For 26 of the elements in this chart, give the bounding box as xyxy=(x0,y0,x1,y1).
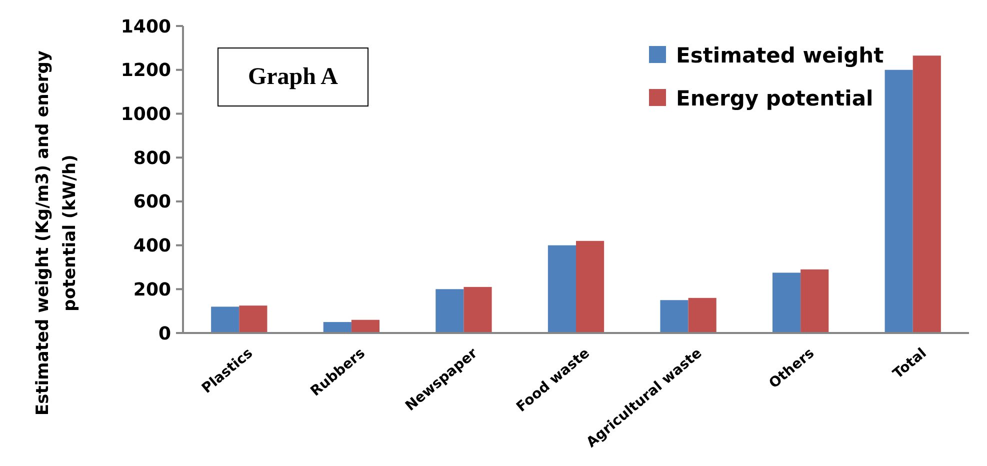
bar xyxy=(660,300,688,333)
bar xyxy=(912,56,941,333)
bar xyxy=(800,269,829,333)
y-tick-label: 0 xyxy=(158,323,171,344)
y-tick-label: 1400 xyxy=(120,16,171,38)
y-tick-label: 800 xyxy=(133,148,171,169)
bar xyxy=(772,272,801,333)
bar xyxy=(351,320,380,333)
y-tick-label: 400 xyxy=(133,236,171,257)
bar xyxy=(436,289,464,333)
y-axis-title: Estimated weight (Kg/m3) and energy potential (kW/h) xyxy=(33,50,80,416)
bar xyxy=(576,240,604,333)
bar xyxy=(548,245,576,333)
bar xyxy=(211,306,240,333)
legend-label: Energy potential xyxy=(676,86,874,110)
bar xyxy=(884,70,913,333)
text: Graph A xyxy=(248,64,339,90)
y-tick-label: 600 xyxy=(133,192,171,213)
y-tick-label: 1000 xyxy=(120,104,171,126)
bar xyxy=(688,298,716,333)
y-tick-label: 1200 xyxy=(120,60,171,82)
y-tick-label: 200 xyxy=(133,279,171,300)
legend-label: Estimated weight xyxy=(676,43,884,68)
bar xyxy=(323,322,352,333)
bar xyxy=(464,286,492,333)
bar xyxy=(239,306,268,333)
